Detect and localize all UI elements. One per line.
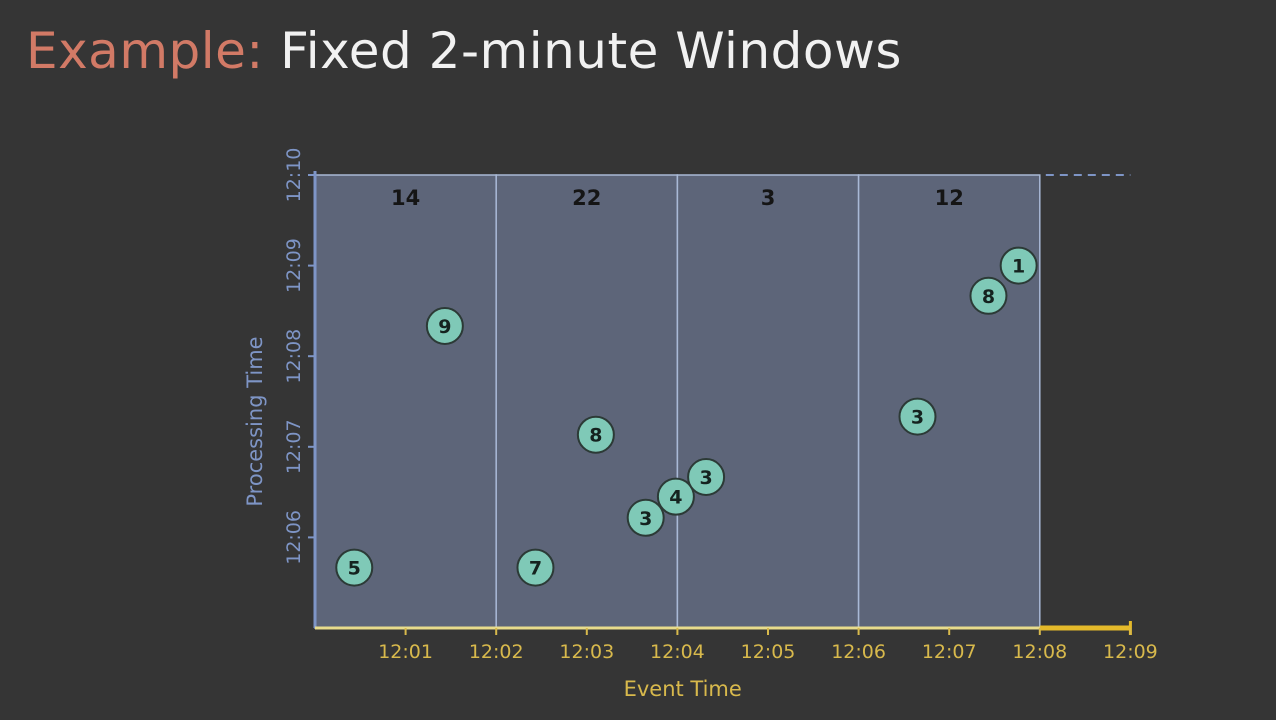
data-point: 8 [969,276,1008,315]
x-tick-label: 12:05 [741,641,796,663]
x-tick-label: 12:04 [650,641,705,663]
windows-layer: 14 22 3 12 [314,174,1041,629]
data-point-label: 3 [639,508,652,530]
x-tick-label: 12:03 [559,641,614,663]
data-point-label: 9 [438,316,451,338]
data-point-marker [656,477,695,516]
window-3-sum: 3 [761,186,776,210]
labels-layer: Event Time Processing Time [243,336,742,701]
y-axis-title: Processing Time [243,336,267,506]
data-point: 3 [898,397,937,436]
data-point-marker [576,415,615,454]
x-tick-label: 12:06 [831,641,886,663]
data-point: 1 [999,246,1038,285]
y-tick-label: 12:06 [283,510,305,565]
data-point-marker [425,307,464,345]
data-point: 3 [626,498,665,537]
window-4 [857,174,1041,629]
data-point: 5 [335,548,374,587]
data-point: 3 [687,458,726,496]
y-tick-label: 12:08 [283,329,305,384]
x-tick-label: 12:09 [1103,641,1158,663]
title-prefix: Example: [26,22,264,80]
data-point-label: 3 [911,407,924,429]
data-point-label: 8 [982,286,995,308]
data-point: 7 [516,548,555,587]
data-point-marker [898,397,937,436]
data-point: 8 [576,415,615,454]
data-point: 9 [425,307,464,345]
y-tick-label: 12:07 [283,419,305,474]
y-tick-label: 12:09 [283,238,305,293]
title-main: Fixed 2-minute Windows [280,22,902,80]
data-point-label: 7 [529,558,542,580]
data-point-marker [516,548,555,587]
data-point-label: 1 [1012,256,1025,278]
x-axis-title: Event Time [624,677,742,701]
y-tick-label: 12:10 [283,148,305,203]
data-point-label: 3 [699,467,712,489]
window-3 [676,174,860,629]
data-point: 4 [656,477,695,516]
data-point-marker [626,498,665,537]
data-point-marker [335,548,374,587]
window-4-sum: 12 [935,186,964,210]
x-tick-label: 12:07 [922,641,977,663]
ticks-layer: 12:01 12:02 12:03 12:04 12:05 12:06 12:07 12:08… [283,148,1158,663]
data-point-label: 4 [669,487,682,509]
x-tick-label: 12:02 [469,641,524,663]
slide-title: Example: Fixed 2-minute Windows [26,22,902,80]
x-tick-label: 12:08 [1012,641,1067,663]
data-point-label: 5 [348,558,361,580]
window-1-sum: 14 [391,186,420,210]
window-2-sum: 22 [572,186,601,210]
x-tick-label: 12:01 [378,641,433,663]
data-point-marker [999,246,1038,285]
data-point-marker [687,458,726,496]
data-point-marker [969,276,1008,315]
data-point-label: 8 [589,425,602,447]
